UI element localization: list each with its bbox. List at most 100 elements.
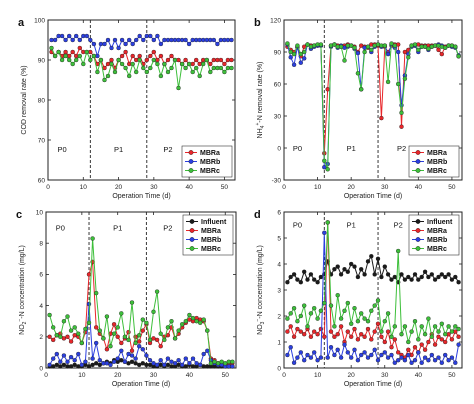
data-point-mbra [158, 344, 163, 349]
data-point-mbrc [305, 324, 310, 329]
data-point-influent [308, 272, 314, 277]
data-point-mbrc [176, 85, 181, 91]
data-point-mbrc [429, 334, 434, 339]
data-point-mbrc [308, 311, 314, 316]
data-point-mbrb [88, 37, 93, 43]
data-point-mbrb [119, 37, 125, 43]
x-axis-title: Operation Time (d) [344, 381, 402, 388]
data-point-mbra [312, 329, 317, 334]
data-point-mbrc [148, 65, 153, 71]
data-point-mbrc [81, 61, 86, 67]
data-point-mbra [65, 334, 70, 339]
data-point-mbra [119, 340, 124, 346]
y-tick-label: 90 [38, 57, 46, 64]
data-point-mbrc [359, 311, 364, 316]
data-point-mbra [68, 339, 74, 344]
data-point-mbrb [419, 360, 424, 365]
data-point-mbrc [389, 334, 394, 339]
y-tick-label: 4 [39, 303, 43, 310]
x-tick-label: 50 [221, 184, 229, 191]
data-point-influent [406, 274, 411, 280]
y-tick-label: 5 [277, 235, 281, 242]
data-point-mbrb [73, 33, 79, 39]
data-point-mbrc [302, 49, 307, 55]
data-point-mbrb [201, 351, 206, 357]
data-point-mbra [130, 53, 135, 59]
data-point-mbra [151, 49, 157, 55]
data-point-mbrb [97, 358, 103, 363]
legend-swatch-marker [415, 168, 421, 173]
data-point-mbrb [116, 45, 121, 51]
data-point-mbrc [218, 65, 224, 71]
data-point-mbrc [90, 236, 95, 241]
data-point-mbra [332, 334, 337, 339]
legend-entry-mbra: MBRa [427, 228, 447, 235]
data-point-mbra [449, 337, 455, 342]
data-point-mbrc [332, 324, 337, 329]
data-point-mbra [382, 339, 387, 345]
data-point-mbra [399, 124, 404, 129]
data-point-mbrc [108, 344, 113, 349]
legend-entry-mbra: MBRa [201, 228, 221, 235]
data-point-influent [429, 272, 434, 277]
legend-swatch-marker [189, 219, 195, 224]
data-point-mbra [288, 324, 293, 329]
data-point-mbrc [61, 319, 67, 324]
phase-label: P1 [113, 224, 122, 233]
legend-swatch-marker [189, 237, 195, 242]
data-point-mbra [86, 272, 92, 277]
data-point-mbra [372, 329, 377, 334]
data-point-mbra [154, 337, 160, 343]
data-point-mbrc [68, 328, 74, 333]
data-point-mbra [379, 115, 384, 121]
phase-label: P0 [58, 145, 67, 154]
data-point-mbra [51, 337, 56, 343]
data-point-mbrc [453, 324, 458, 329]
data-point-mbrb [137, 33, 142, 39]
panel-letter: c [16, 209, 22, 221]
data-point-mbrc [230, 359, 235, 364]
data-point-mbra [345, 329, 350, 334]
data-point-influent [369, 254, 374, 259]
data-point-mbra [208, 61, 213, 67]
y-tick-label: 100 [34, 17, 45, 24]
data-point-mbrb [84, 33, 90, 39]
data-point-mbrb [197, 362, 203, 368]
data-point-mbra [439, 51, 444, 57]
data-point-mbra [385, 329, 391, 334]
y-tick-label: 70 [38, 137, 46, 144]
data-point-mbrb [108, 362, 113, 368]
phase-label: P2 [163, 224, 172, 233]
x-tick-label: 20 [115, 184, 123, 191]
series-line-mbrb [49, 303, 233, 367]
y-tick-label: 8 [39, 241, 43, 248]
data-point-mbrc [382, 43, 387, 48]
data-point-mbrb [186, 41, 192, 47]
x-tick-label: 20 [348, 184, 356, 191]
data-point-mbrc [205, 328, 210, 333]
data-point-mbrc [65, 314, 70, 319]
legend-entry-mbrb: MBRb [427, 159, 447, 166]
data-point-mbrb [176, 37, 181, 43]
panel-letter: b [254, 17, 261, 29]
data-point-mbrc [197, 320, 203, 325]
data-point-mbra [318, 326, 324, 332]
data-point-mbrc [201, 317, 206, 322]
data-point-mbrb [144, 353, 149, 358]
data-point-mbrc [86, 320, 92, 325]
x-tick-label: 30 [150, 184, 158, 191]
data-point-mbrc [432, 324, 438, 329]
data-point-mbrb [288, 345, 293, 350]
data-point-influent [295, 277, 300, 282]
data-point-influent [315, 280, 320, 285]
data-point-mbra [436, 47, 441, 53]
data-point-mbrc [349, 321, 354, 326]
data-point-mbrc [338, 44, 344, 49]
data-point-mbrc [97, 328, 103, 333]
y-tick-label: 120 [270, 17, 281, 24]
data-point-mbrc [109, 61, 114, 67]
y-tick-label: 10 [36, 209, 44, 216]
legend-swatch-marker [188, 168, 194, 173]
